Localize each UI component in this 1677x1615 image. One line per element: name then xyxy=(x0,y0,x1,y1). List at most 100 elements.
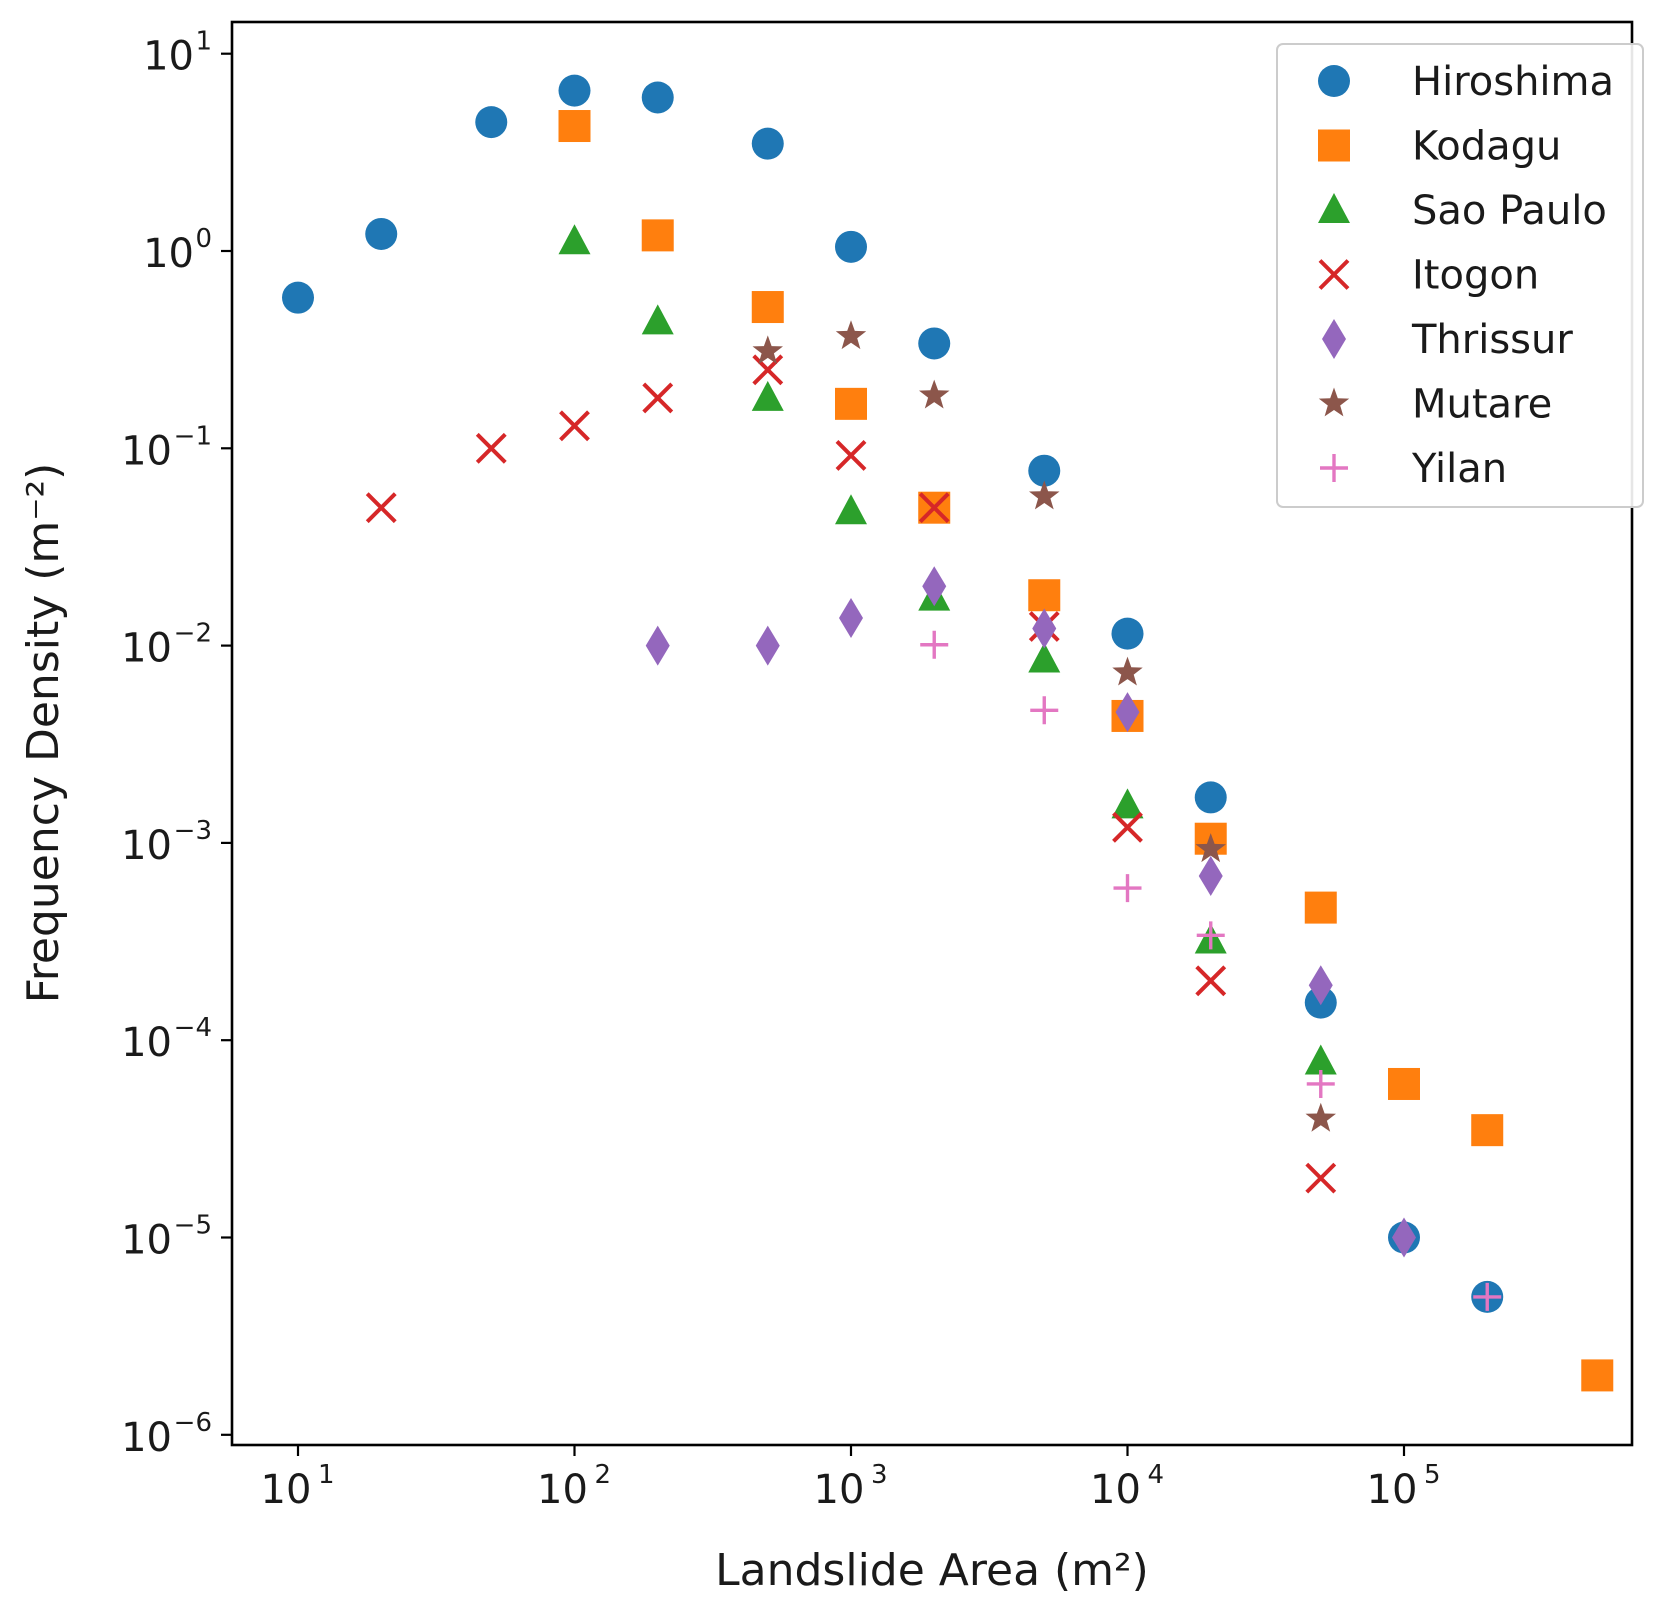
x-tick-label: 10 xyxy=(537,1467,588,1513)
y-tick-label: 10 xyxy=(121,1415,172,1461)
data-point-sao-paulo xyxy=(558,224,591,255)
series-itogon xyxy=(365,354,1337,1194)
data-point-hiroshima xyxy=(751,127,784,160)
data-point-itogon xyxy=(835,440,867,471)
x-tick-exponent: 4 xyxy=(1148,1460,1165,1490)
y-tick-exponent: −5 xyxy=(174,1211,212,1241)
data-point-kodagu xyxy=(1388,1067,1420,1100)
data-point-mutare xyxy=(1112,656,1143,686)
data-point-thrissur xyxy=(1308,965,1333,1006)
legend-label-hiroshima: Hiroshima xyxy=(1412,59,1614,105)
x-tick-label: 10 xyxy=(1367,1467,1418,1513)
data-point-itogon xyxy=(1195,965,1227,997)
legend-item-sao-paulo: Sao Paulo xyxy=(1318,188,1607,234)
x-tick-exponent: 3 xyxy=(871,1460,888,1490)
legend-label-itogon: Itogon xyxy=(1412,253,1539,299)
plot-frame xyxy=(230,20,1634,1447)
data-point-sao-paulo xyxy=(751,380,784,411)
data-point-kodagu xyxy=(1304,891,1337,924)
legend-label-kodagu: Kodagu xyxy=(1412,124,1561,170)
legend-marker-hiroshima xyxy=(1318,65,1350,97)
series-hiroshima xyxy=(282,74,1504,1313)
series-yilan xyxy=(920,630,1502,1311)
y-tick-exponent: 1 xyxy=(195,27,212,57)
data-point-kodagu xyxy=(751,291,784,324)
data-point-hiroshima xyxy=(1028,454,1061,487)
y-tick-exponent: −6 xyxy=(174,1408,212,1438)
y-tick-label: 10 xyxy=(121,1218,172,1264)
legend-marker-sao-paulo xyxy=(1318,193,1350,223)
x-axis-title: Landslide Area (m²) xyxy=(715,1545,1149,1596)
data-point-itogon xyxy=(475,432,507,464)
series-thrissur xyxy=(645,566,1416,1258)
x-tick-exponent: 1 xyxy=(318,1460,335,1490)
y-tick-exponent: −3 xyxy=(174,816,212,846)
x-tick-exponent: 5 xyxy=(1424,1460,1441,1490)
data-point-sao-paulo xyxy=(1028,642,1061,673)
data-point-kodagu xyxy=(641,219,674,252)
data-point-mutare xyxy=(752,335,783,365)
legend-item-yilan: Yilan xyxy=(1320,446,1507,492)
y-tick-exponent: −1 xyxy=(174,421,212,451)
legend-label-yilan: Yilan xyxy=(1411,446,1507,492)
data-point-hiroshima xyxy=(641,81,674,114)
data-point-sao-paulo xyxy=(1111,788,1144,819)
data-point-hiroshima xyxy=(282,281,314,314)
ticks-layer: 10 1 10 2 10 3 10 4 10 5110010−110−210−310−410−51… xyxy=(121,27,1440,1513)
legend-item-itogon: Itogon xyxy=(1318,253,1539,299)
y-tick-exponent: 0 xyxy=(195,224,212,254)
series-mutare xyxy=(752,320,1336,1132)
legend-label-thrissur: Thrissur xyxy=(1411,317,1573,363)
legend-label-sao-paulo: Sao Paulo xyxy=(1412,188,1607,234)
x-tick-label: 10 xyxy=(1090,1467,1141,1513)
data-point-itogon xyxy=(365,492,397,524)
y-tick-exponent: −4 xyxy=(174,1013,212,1043)
data-point-thrissur xyxy=(1115,692,1140,733)
data-point-itogon xyxy=(1112,811,1143,843)
legend-label-mutare: Mutare xyxy=(1412,382,1552,428)
x-tick-label: 10 xyxy=(261,1467,312,1513)
legend-marker-mutare xyxy=(1318,387,1350,417)
data-point-thrissur xyxy=(1032,608,1057,649)
data-point-thrissur xyxy=(1392,1217,1416,1258)
data-point-yilan xyxy=(920,630,949,659)
data-point-hiroshima xyxy=(1194,781,1227,814)
data-point-sao-paulo xyxy=(641,304,674,335)
series-sao-paulo xyxy=(558,224,1337,1075)
legend-item-mutare: Mutare xyxy=(1318,382,1552,428)
data-point-yilan xyxy=(1196,921,1225,950)
data-point-mutare xyxy=(1195,833,1226,863)
data-point-sao-paulo xyxy=(835,494,867,525)
data-point-thrissur xyxy=(1198,855,1223,896)
legend-box xyxy=(1276,43,1644,508)
data-point-itogon xyxy=(1305,1162,1337,1194)
data-point-hiroshima xyxy=(558,74,591,107)
x-tick-exponent: 2 xyxy=(595,1460,612,1490)
y-tick-label: 10 xyxy=(143,231,194,277)
data-point-mutare xyxy=(919,379,950,409)
y-tick-exponent: −2 xyxy=(174,619,212,649)
data-point-kodagu xyxy=(1471,1114,1504,1147)
legend-item-thrissur: Thrissur xyxy=(1322,317,1573,363)
legend-item-hiroshima: Hiroshima xyxy=(1318,59,1614,105)
data-point-thrissur xyxy=(755,625,780,666)
series-kodagu xyxy=(558,110,1614,1392)
y-tick-label: 10 xyxy=(121,428,172,474)
y-tick-label: 10 xyxy=(121,1020,172,1066)
data-point-hiroshima xyxy=(475,106,508,139)
data-point-hiroshima xyxy=(365,217,398,250)
data-point-yilan xyxy=(1473,1282,1502,1311)
legend-marker-thrissur xyxy=(1322,319,1346,359)
y-tick-label: 10 xyxy=(143,34,194,80)
data-point-kodagu xyxy=(1028,579,1061,612)
x-tick-label: 10 xyxy=(814,1467,865,1513)
legend-marker-yilan xyxy=(1320,454,1348,482)
data-point-kodagu xyxy=(558,110,591,143)
data-point-kodagu xyxy=(835,387,867,420)
data-point-itogon xyxy=(559,410,590,442)
legend-marker-itogon xyxy=(1318,259,1350,290)
data-point-thrissur xyxy=(645,625,670,666)
legend-marker-kodagu xyxy=(1318,129,1350,162)
data-point-mutare xyxy=(1305,1102,1336,1132)
